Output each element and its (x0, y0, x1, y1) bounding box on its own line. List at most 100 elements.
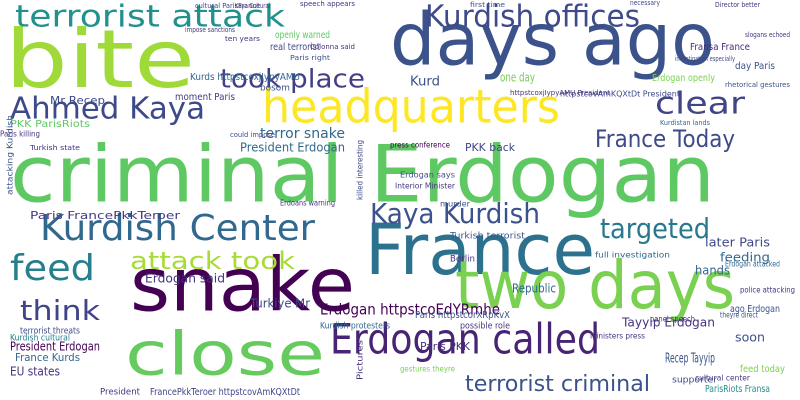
word: later Paris (705, 236, 770, 250)
word: ago Erdogan (730, 304, 780, 315)
word: possible role (460, 322, 510, 332)
word: PKK back (465, 141, 516, 154)
word: close (125, 320, 325, 390)
word: theyre direct (720, 311, 758, 320)
word: necessary (630, 0, 660, 7)
word: Erdogan openly (652, 73, 715, 84)
word: police attacking (740, 286, 795, 295)
word: Kurdish offices (425, 0, 640, 35)
word: speech appears (300, 0, 355, 8)
word: day Paris (735, 61, 775, 72)
word: Erdogan httpstcoEdYRmhe (320, 301, 500, 319)
word: Fransa France (690, 42, 750, 53)
word: bosom (260, 84, 290, 94)
word: cultural center (695, 374, 751, 383)
word: bite (5, 13, 195, 106)
word: clear (655, 87, 746, 122)
word: Recep Tayyip (665, 352, 715, 367)
word: terrorist attack (15, 0, 286, 35)
word: Erdogan says (400, 171, 455, 180)
word: Turkiye Mr (249, 297, 310, 311)
word: ParisRiots Fransa (705, 384, 770, 395)
word: Colonna said (310, 43, 355, 51)
word: first time (470, 1, 505, 9)
word: feed (10, 248, 95, 289)
word: httpstcovAmKQXtDt President (560, 90, 680, 99)
word: Interior Minister (395, 182, 456, 191)
word: terrorist criminal (465, 372, 650, 397)
word: rhetorical gestures (725, 81, 790, 89)
word: Turkish state (29, 144, 80, 152)
word: FrancePkkTeroer httpstcovAmKQXtDt (150, 387, 300, 398)
word: France Kurds (15, 351, 80, 364)
word: slogans echoed (745, 31, 790, 39)
word: headquarters (262, 80, 560, 134)
word: Paris PKK (420, 340, 471, 353)
word: France Today (595, 125, 735, 153)
word: days ago (390, 0, 715, 82)
word: Republic (512, 282, 556, 296)
word: Kurdistan lands (660, 119, 710, 127)
word: President Erdogan (240, 141, 345, 155)
word: could impose (230, 131, 275, 139)
word: Erdogan attacked (725, 260, 780, 269)
word: PKK ParisRiots (10, 119, 90, 130)
word: Paris httpstcorXRpKvX (415, 310, 510, 321)
word: attack took (130, 247, 295, 275)
word: Director better (715, 1, 760, 9)
word: moment Paris (175, 92, 235, 103)
word: feeding (720, 251, 770, 265)
word: Kurd (410, 75, 440, 90)
word: criminal Erdogan (10, 130, 715, 220)
word: Pictures (356, 340, 365, 380)
word: cultural ParisFrance (195, 2, 260, 10)
word: soon (735, 331, 765, 345)
word: EU states (10, 365, 60, 379)
word: Kurdish cultural (10, 334, 70, 344)
word: Kurdish Center (40, 208, 315, 249)
word: Ministers press (590, 332, 645, 341)
word: Erdogan called (330, 315, 600, 364)
word: Mr Recep (50, 94, 105, 107)
word: Ahmed Kaya (10, 92, 205, 127)
word: supporter (672, 376, 717, 386)
word: Paris FrancePkkTeroer (30, 209, 181, 222)
word: press conference (390, 141, 450, 150)
word: full investigation (595, 251, 670, 260)
word: two days (455, 247, 735, 324)
word: real terrorist (270, 42, 320, 53)
word: terrorist threats (20, 327, 80, 337)
word: terror snake (260, 126, 345, 142)
word: hands (695, 264, 730, 278)
word: panel speech (650, 315, 695, 324)
word: Paris killing (0, 130, 40, 139)
word: Kurdish protesters (320, 322, 390, 332)
word: one day (500, 71, 535, 85)
word: killed interesting (356, 140, 365, 200)
word: ten years (225, 35, 260, 43)
word: openly warned (275, 30, 330, 41)
word: Kurds httpstcoxjIypyAMU (190, 72, 300, 83)
word: targeted (600, 212, 710, 245)
word: Kaya Cultural (235, 2, 270, 10)
word: snake (130, 243, 355, 329)
word: httpstcoxjIypyAMU President (510, 89, 610, 97)
word: impose sanctions (185, 26, 235, 34)
word: Kaya Kurdish (370, 197, 540, 230)
word: gestures theyre (400, 365, 455, 374)
word: investigation especially (675, 55, 735, 63)
word: think (20, 294, 101, 327)
word: Turkish terrorist (449, 232, 526, 242)
word: took place (220, 65, 365, 95)
word: Berlin (450, 255, 475, 265)
word: Tayyip Erdogan (621, 316, 715, 330)
word: feed today (740, 364, 785, 375)
word: attacking Kurdish (6, 115, 15, 195)
word: murder (440, 200, 471, 209)
word: President (100, 388, 140, 398)
word: Paris right (290, 54, 330, 62)
word: Erdogan said (145, 272, 225, 286)
word: Erdoans warning (280, 199, 335, 208)
